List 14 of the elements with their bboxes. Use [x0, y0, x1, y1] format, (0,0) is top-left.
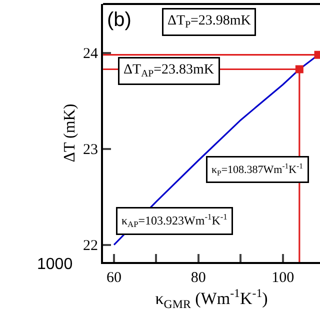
annotation: ΔT$_{AP}$=23.83mK [124, 62, 214, 80]
x-axis-title: κ$_{GMR}$ (Wm$^{-1}$K$^{-1}$) [155, 286, 268, 311]
annotation: κ$_{P}$=108.387Wm$^{-1}$K$^{-1}$ [212, 162, 304, 178]
x-tick-label: 80 [190, 270, 206, 286]
y-tick-label: 22 [83, 238, 98, 254]
y-tick-label: 23 [83, 142, 98, 158]
y-axis-title: ΔT (mK) [61, 104, 78, 162]
text: 1000 [37, 256, 73, 273]
annotation: κ$_{AP}$=103.923Wm$^{-1}$K$^{-1}$ [122, 212, 228, 230]
chart-title: (b) [107, 9, 132, 31]
annotation: ΔT$_{P}$=23.98mK [168, 14, 251, 30]
x-tick-label: 60 [106, 270, 122, 286]
y-tick-label: 24 [83, 46, 99, 62]
x-tick-label: 100 [272, 270, 294, 286]
